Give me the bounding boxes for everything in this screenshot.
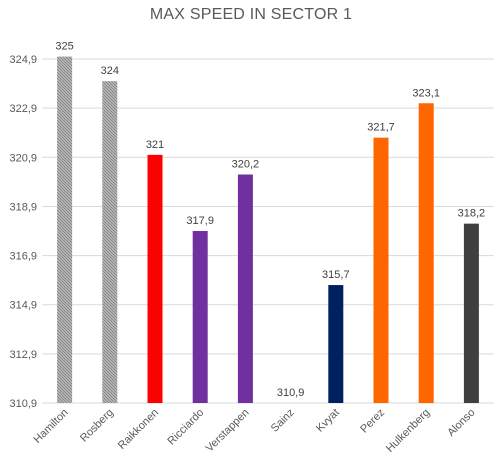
bar	[102, 81, 118, 404]
y-tick-label: 320,9	[9, 152, 37, 164]
y-tick-label: 318,9	[9, 201, 37, 213]
x-tick-label: Raikkonen	[116, 407, 161, 452]
data-label: 317,9	[186, 215, 214, 227]
x-tick-label: Sainz	[269, 407, 297, 435]
bar	[57, 56, 73, 403]
y-tick-label: 316,9	[9, 251, 37, 263]
data-label: 318,2	[458, 208, 486, 220]
chart-title: MAX SPEED IN SECTOR 1	[149, 6, 353, 23]
x-tick-label: Alonso	[445, 407, 477, 439]
y-tick-label: 312,9	[9, 349, 37, 361]
bar	[463, 223, 479, 403]
y-tick-label: 310,9	[9, 398, 37, 410]
bar	[328, 285, 344, 403]
data-label: 320,2	[232, 159, 260, 171]
data-label: 321,7	[367, 122, 395, 134]
bar	[237, 174, 253, 403]
data-label: 315,7	[322, 269, 350, 281]
data-label: 324	[101, 65, 119, 77]
x-tick-label: Hulkenberg	[384, 407, 432, 455]
bar	[147, 154, 163, 403]
data-label: 325	[55, 41, 73, 53]
data-label: 310,9	[277, 387, 305, 399]
y-tick-label: 324,9	[9, 54, 37, 66]
y-tick-label: 322,9	[9, 103, 37, 115]
x-tick-label: Kvyat	[314, 407, 342, 435]
x-tick-label: Rosberg	[78, 407, 116, 445]
data-label: 321	[146, 139, 164, 151]
bar	[418, 103, 434, 404]
bar	[192, 231, 208, 403]
x-tick-label: Verstappen	[204, 407, 252, 455]
y-tick-label: 314,9	[9, 300, 37, 312]
data-label: 323,1	[412, 87, 440, 99]
bar	[373, 137, 389, 404]
x-tick-label: Hamilton	[32, 407, 71, 446]
x-tick-label: Ricciardo	[165, 407, 206, 448]
x-tick-label: Perez	[358, 407, 387, 436]
